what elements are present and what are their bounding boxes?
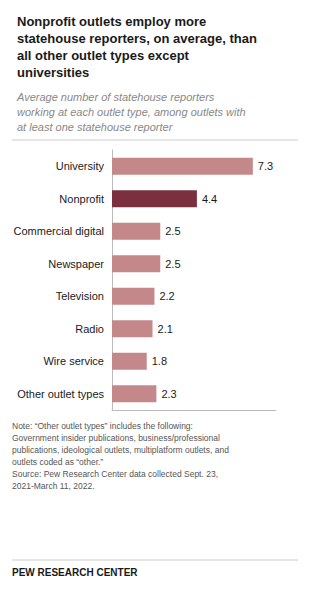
- svg-text:2.3: 2.3: [161, 388, 176, 400]
- svg-text:1.8: 1.8: [152, 355, 167, 367]
- svg-text:PEW RESEARCH CENTER: PEW RESEARCH CENTER: [12, 567, 138, 578]
- svg-text:4.4: 4.4: [202, 193, 217, 205]
- svg-text:2.5: 2.5: [165, 258, 180, 270]
- svg-text:Nonprofit: Nonprofit: [59, 193, 104, 205]
- svg-text:publications, ideological outl: publications, ideological outlets, multi…: [12, 445, 229, 455]
- svg-text:Note: “Other outlet types” inc: Note: “Other outlet types” includes the …: [12, 421, 193, 431]
- svg-text:Radio: Radio: [75, 323, 104, 335]
- svg-text:universities: universities: [17, 65, 89, 80]
- svg-text:outlets coded as “other.”: outlets coded as “other.”: [12, 457, 103, 467]
- svg-text:Source: Pew Research Center da: Source: Pew Research Center data collect…: [12, 469, 218, 479]
- svg-text:Television: Television: [56, 290, 104, 302]
- svg-text:Newspaper: Newspaper: [48, 258, 104, 270]
- svg-text:working at each outlet type, a: working at each outlet type, among outle…: [17, 106, 246, 118]
- svg-text:University: University: [56, 160, 105, 172]
- svg-text:2021-March 11, 2022.: 2021-March 11, 2022.: [12, 481, 95, 491]
- svg-text:Wire service: Wire service: [43, 355, 104, 367]
- svg-text:2.1: 2.1: [158, 323, 173, 335]
- svg-text:at least one statehouse report: at least one statehouse reporter: [17, 121, 174, 133]
- svg-text:Nonprofit outlets employ more: Nonprofit outlets employ more: [17, 14, 206, 29]
- svg-text:2.5: 2.5: [165, 225, 180, 237]
- svg-text:2.2: 2.2: [159, 290, 174, 302]
- svg-text:Government insider publication: Government insider publications, busines…: [12, 433, 220, 443]
- svg-text:Other outlet types: Other outlet types: [17, 388, 104, 400]
- svg-text:statehouse reporters, on avera: statehouse reporters, on average, than: [17, 31, 257, 46]
- svg-text:7.3: 7.3: [258, 160, 273, 172]
- svg-text:all other outlet types except: all other outlet types except: [17, 48, 190, 63]
- svg-text:Average number of statehouse r: Average number of statehouse reporters: [16, 91, 215, 103]
- svg-text:Commercial digital: Commercial digital: [14, 225, 104, 237]
